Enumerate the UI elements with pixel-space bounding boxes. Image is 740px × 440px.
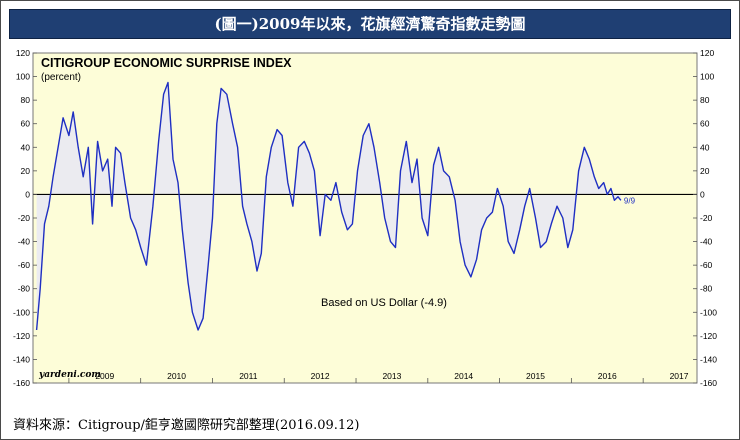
- y-tick-label-left: -120: [13, 331, 30, 341]
- y-tick-label-left: -140: [13, 354, 30, 364]
- y-tick-label-left: -60: [18, 260, 31, 270]
- source-note: 資料來源：Citigroup/鉅亨邀國際研究部整理(2016.09.12): [13, 418, 360, 433]
- fill-layer: [36, 82, 621, 330]
- y-tick-label-left: 60: [21, 119, 31, 129]
- y-tick-label-left: -100: [13, 307, 30, 317]
- y-tick-label-left: 120: [16, 48, 30, 58]
- x-tick-label: 2011: [239, 371, 258, 381]
- y-tick-label-right: -140: [700, 354, 717, 364]
- y-tick-label-left: 100: [16, 72, 30, 82]
- watermark: yardeni.com: [38, 370, 101, 380]
- y-tick-label-left: -20: [18, 213, 31, 223]
- series-area-fill: [36, 82, 621, 330]
- y-tick-label-right: 0: [700, 189, 705, 199]
- x-tick-label: 2012: [311, 371, 330, 381]
- y-tick-label-right: 80: [700, 95, 710, 105]
- chart-subtitle: (percent): [41, 72, 81, 83]
- x-tick-label: 2009: [95, 371, 114, 381]
- y-tick-label-right: 60: [700, 119, 710, 129]
- y-tick-label-left: 20: [21, 166, 31, 176]
- y-tick-label-left: 0: [25, 189, 30, 199]
- x-tick-label: 2010: [167, 371, 186, 381]
- x-tick-label: 2013: [382, 371, 401, 381]
- y-tick-label-right: 20: [700, 166, 710, 176]
- y-tick-label-right: -120: [700, 331, 717, 341]
- y-tick-label-right: -40: [700, 237, 713, 247]
- x-tick-label: 2016: [598, 371, 617, 381]
- series-line: [35, 81, 622, 331]
- x-tick-label: 2015: [526, 371, 545, 381]
- y-tick-label-left: -160: [13, 378, 30, 388]
- y-tick-label-left: 80: [21, 95, 31, 105]
- chart-title: CITIGROUP ECONOMIC SURPRISE INDEX: [41, 56, 292, 70]
- y-tick-label-right: 100: [700, 72, 714, 82]
- y-tick-label-right: -160: [700, 378, 717, 388]
- chart-annotation: Based on US Dollar (-4.9): [321, 297, 447, 309]
- tick-layer: -160 -160 -140 -140 -120 -120 -100 -100 -80 -80 -6…: [13, 48, 717, 388]
- chart-svg: -160 -160 -140 -140 -120 -120 -100 -100 -80 -80 -6…: [13, 48, 717, 388]
- line-layer: [35, 81, 622, 331]
- x-tick-label: 2014: [454, 371, 473, 381]
- y-tick-label-left: -80: [18, 284, 31, 294]
- x-tick-label: 2017: [670, 371, 689, 381]
- y-tick-label-left: 40: [21, 142, 31, 152]
- y-tick-label-right: 120: [700, 48, 714, 58]
- end-date-label: 9/9: [624, 196, 636, 205]
- chart: -160 -160 -140 -140 -120 -120 -100 -100 -80 -80 -6…: [9, 45, 731, 407]
- banner-title: (圖一)2009年以來，花旗經濟驚奇指數走勢圖: [9, 9, 731, 39]
- y-tick-label-right: -20: [700, 213, 713, 223]
- y-tick-label-right: -80: [700, 284, 713, 294]
- y-tick-label-right: 40: [700, 142, 710, 152]
- y-tick-label-left: -40: [18, 237, 31, 247]
- y-tick-label-right: -60: [700, 260, 713, 270]
- y-tick-label-right: -100: [700, 307, 717, 317]
